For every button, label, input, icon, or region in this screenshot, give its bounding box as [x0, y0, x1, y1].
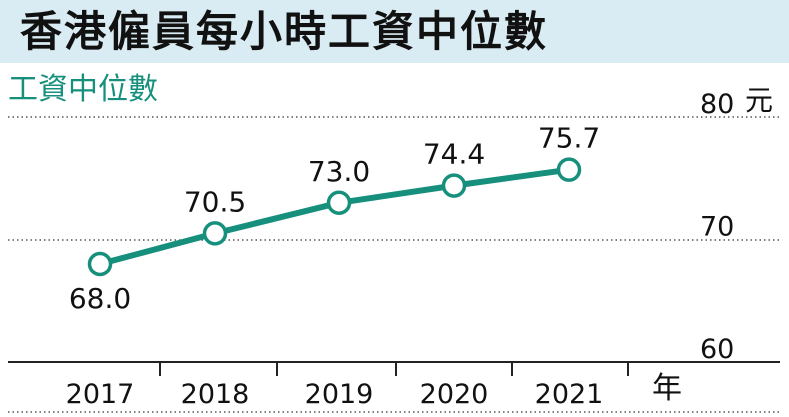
- data-point: [441, 173, 467, 198]
- data-point: [202, 221, 228, 246]
- data-label: 75.7: [538, 122, 600, 155]
- data-point: [87, 251, 113, 277]
- data-point: [556, 157, 582, 182]
- chart-title: 香港僱員每小時工資中位數: [20, 7, 549, 56]
- y-tick-label: 60: [700, 334, 734, 365]
- data-label: 74.4: [423, 138, 485, 171]
- y-unit-label: 元: [745, 84, 774, 117]
- x-tick-label: 2019: [305, 379, 374, 410]
- x-tick-label: 2021: [535, 379, 604, 410]
- x-tick-label: 2018: [181, 379, 250, 410]
- data-label: 73.0: [308, 155, 370, 188]
- data-label: 68.0: [69, 282, 131, 315]
- data-point: [326, 190, 352, 215]
- y-axis-label: 工資中位數: [8, 72, 158, 107]
- data-label: 70.5: [184, 185, 246, 218]
- title-banner: 香港僱員每小時工資中位數: [0, 0, 789, 63]
- x-tick-label: 2017: [66, 379, 135, 410]
- x-tick-label: 2020: [420, 379, 489, 410]
- y-tick-label: 70: [700, 212, 734, 243]
- y-tick-label: 80: [700, 89, 734, 120]
- x-unit-label: 年: [652, 371, 682, 406]
